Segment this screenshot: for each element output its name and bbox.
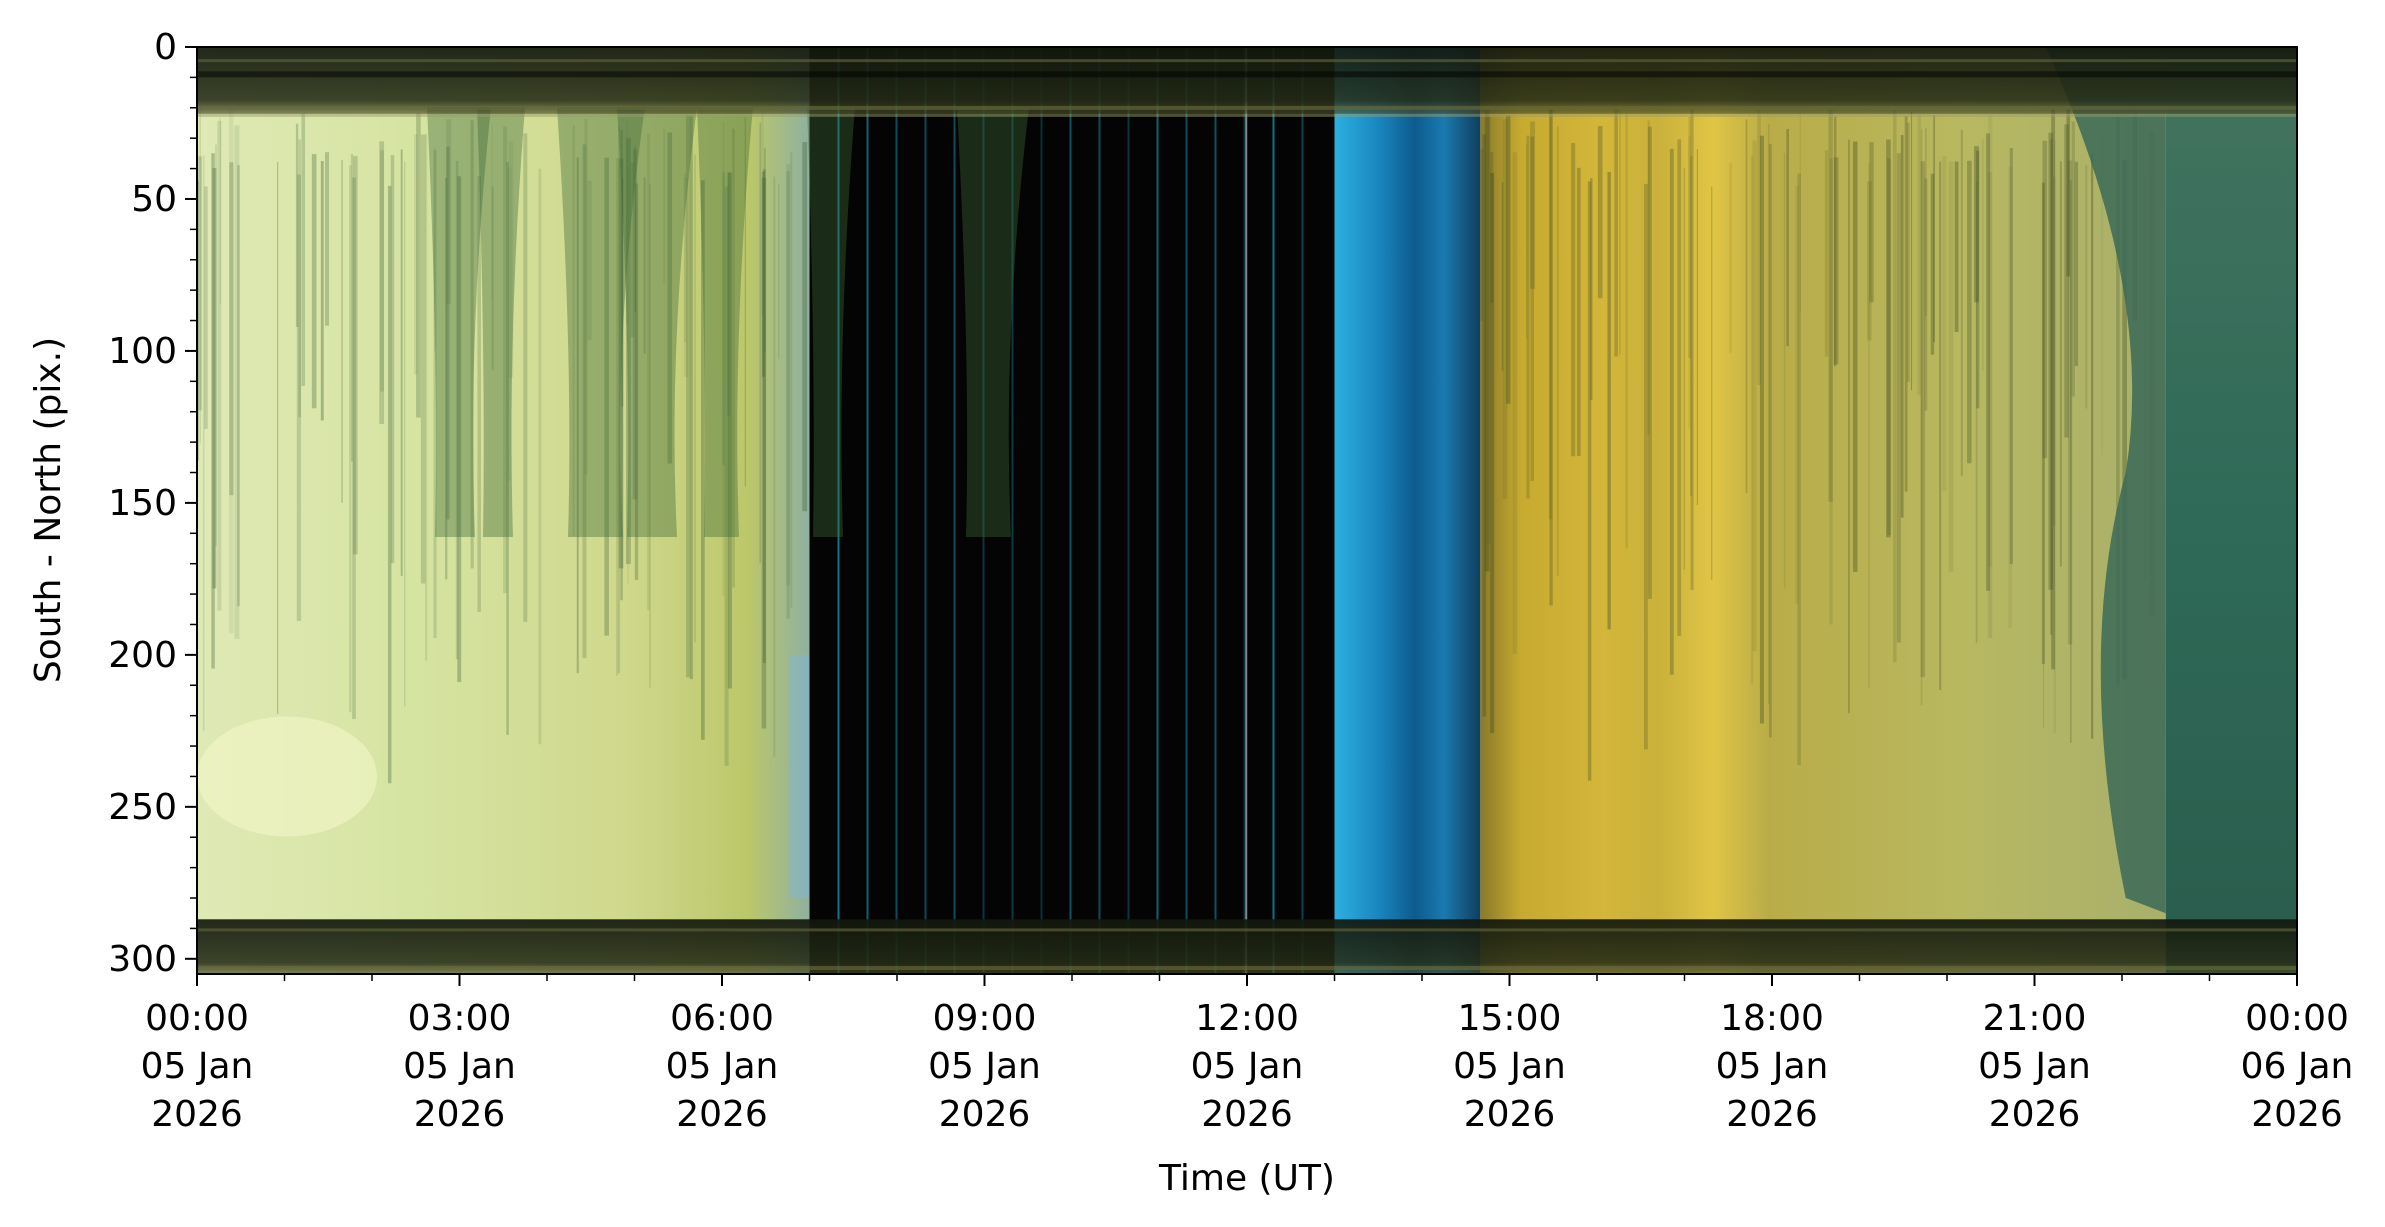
top-dark-band bbox=[197, 47, 2297, 114]
x-tick-label: 06:00 05 Jan 2026 bbox=[666, 998, 779, 1135]
keogram-image bbox=[197, 47, 2297, 974]
x-axis-label: Time (UT) bbox=[1158, 1158, 1335, 1199]
y-tick-label: 250 bbox=[108, 787, 177, 828]
x-tick-label: 00:00 06 Jan 2026 bbox=[2241, 998, 2354, 1135]
segment-aurora-evening bbox=[1480, 47, 2166, 974]
y-axis-label: South - North (pix.) bbox=[28, 337, 69, 683]
segment-daylight-gap bbox=[809, 47, 1335, 974]
x-tick-label: 12:00 05 Jan 2026 bbox=[1191, 998, 1304, 1135]
y-tick-label: 100 bbox=[108, 331, 177, 372]
x-tick-label: 21:00 05 Jan 2026 bbox=[1978, 998, 2091, 1135]
y-tick-label: 200 bbox=[108, 635, 177, 676]
segment-twilight-blue bbox=[1334, 47, 1481, 974]
x-tick-label: 00:00 05 Jan 2026 bbox=[141, 998, 254, 1135]
y-tick-label: 150 bbox=[108, 483, 177, 524]
y-tick-label: 50 bbox=[131, 179, 177, 220]
y-axis: 0 50 100 150 200 250 300 bbox=[108, 27, 197, 980]
x-tick-label: 03:00 05 Jan 2026 bbox=[403, 998, 516, 1135]
x-axis: 00:00 05 Jan 2026 03:00 05 Jan 2026 06:00 05 Ja… bbox=[141, 974, 2354, 1135]
x-tick-label: 18:00 05 Jan 2026 bbox=[1716, 998, 1829, 1135]
y-tick-label: 0 bbox=[154, 27, 177, 68]
segment-cloud-teal bbox=[2165, 47, 2297, 974]
x-tick-label: 09:00 05 Jan 2026 bbox=[928, 998, 1041, 1135]
bottom-dark-band bbox=[197, 919, 2297, 974]
x-tick-label: 15:00 05 Jan 2026 bbox=[1453, 998, 1566, 1135]
y-tick-label: 300 bbox=[108, 939, 177, 980]
